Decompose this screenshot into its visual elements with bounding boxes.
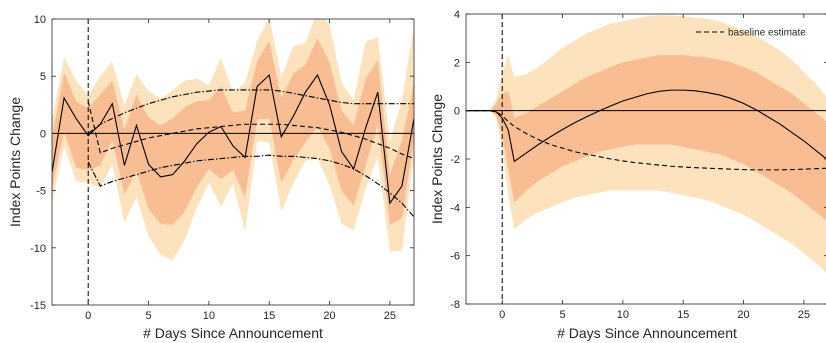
y-tick-label: -8 [450, 299, 460, 311]
series-line-dashdot-3 [87, 89, 414, 134]
confidence-band-inner [466, 55, 826, 221]
x-tick-label: 20 [323, 310, 335, 322]
x-tick-label: 0 [85, 310, 91, 322]
y-tick-label: 10 [34, 14, 46, 26]
x-tick-label: 5 [559, 309, 565, 321]
y-tick-label: -15 [30, 300, 46, 312]
y-tick-label: -5 [36, 186, 46, 198]
series-line-dashed-2 [466, 110, 826, 171]
y-axis-label: Index Points Change [429, 94, 445, 224]
x-tick-label: 20 [737, 309, 749, 321]
x-tick-label: 0 [499, 309, 505, 321]
x-tick-label: 10 [617, 309, 629, 321]
series-line-dashdot-4 [87, 154, 414, 218]
chart-1: 0 5 10 15 20 25 -15 -10 -5 0 5 10 # Days Since Annou… [7, 14, 415, 341]
x-tick-label: 10 [203, 310, 215, 322]
x-tick-label: 15 [263, 310, 275, 322]
y-axis-label: Index Points Change [7, 97, 23, 227]
y-tick-label: -2 [450, 154, 460, 166]
x-axis-label: # Days Since Announcement [143, 325, 323, 341]
x-tick-label: 25 [798, 309, 810, 321]
plot-area [52, 19, 414, 305]
y-tick-label: -6 [450, 251, 460, 263]
series-line-solid-1 [52, 73, 414, 205]
legend-label: baseline estimate [728, 28, 806, 39]
x-tick-label: 15 [677, 309, 689, 321]
series-line-solid-1 [466, 89, 826, 163]
y-tick-label: -10 [30, 243, 46, 255]
y-tick-label: 5 [40, 71, 46, 83]
y-tick-label: -4 [450, 202, 460, 214]
y-tick-label: 4 [454, 9, 460, 21]
plot-area [466, 14, 826, 304]
plot-frame [51, 18, 415, 306]
chart-2: 0 5 10 15 20 25 -8 -6 -4 -2 0 2 4 # Days Since Announ… [429, 9, 826, 341]
series-line-dashed-2 [87, 101, 414, 160]
x-tick-label: 5 [145, 310, 151, 322]
y-tick-label: 0 [40, 128, 46, 140]
x-axis-label: # Days Since Announcement [557, 325, 737, 341]
legend: baseline estimate [696, 28, 806, 39]
confidence-band-inner [52, 38, 414, 225]
x-tick-label: 25 [384, 310, 396, 322]
y-tick-label: 2 [454, 57, 460, 69]
y-tick-label: 0 [454, 106, 460, 118]
